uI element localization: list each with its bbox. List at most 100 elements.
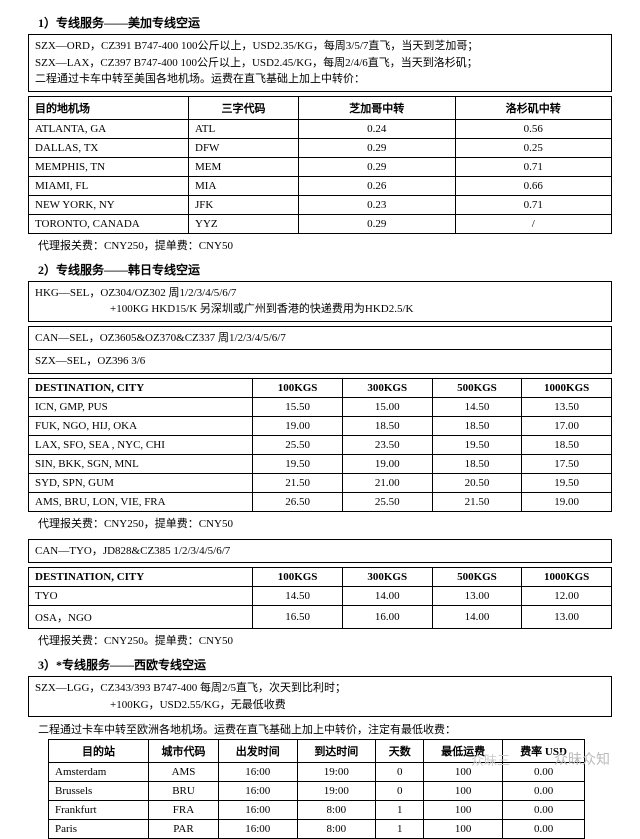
table-header: 1000KGS bbox=[522, 378, 612, 397]
table-header: 出发时间 bbox=[219, 740, 298, 763]
table-cell: 8:00 bbox=[297, 820, 376, 839]
table-header: 目的地机场 bbox=[29, 96, 189, 119]
table-cell: 0.71 bbox=[455, 157, 612, 176]
table-cell: 18.50 bbox=[432, 416, 522, 435]
table-cell: 13.50 bbox=[522, 397, 612, 416]
table-cell: JFK bbox=[189, 195, 299, 214]
table-row: DALLAS, TXDFW0.290.25 bbox=[29, 138, 612, 157]
table-cell: 25.50 bbox=[253, 435, 343, 454]
table-cell: Brussels bbox=[49, 782, 149, 801]
table-cell: 8:00 bbox=[297, 801, 376, 820]
table-header: 天数 bbox=[376, 740, 424, 763]
table-header: 洛杉矶中转 bbox=[455, 96, 612, 119]
section1-title: 1）专线服务——美加专线空运 bbox=[38, 14, 612, 31]
table-cell: 16:00 bbox=[219, 763, 298, 782]
table-row: SIN, BKK, SGN, MNL19.5019.0018.5017.50 bbox=[29, 454, 612, 473]
table-cell: DALLAS, TX bbox=[29, 138, 189, 157]
info2-line1: CAN—SEL，OZ3605&OZ370&CZ337 周1/2/3/4/5/6/… bbox=[29, 327, 611, 350]
table-cell: 100 bbox=[424, 820, 503, 839]
section2-info1-box: HKG—SEL，OZ304/OZ302 周1/2/3/4/5/6/7 +100K… bbox=[28, 281, 612, 322]
table-row: AMS, BRU, LON, VIE, FRA26.5025.5021.5019… bbox=[29, 492, 612, 511]
table-cell: NEW YORK, NY bbox=[29, 195, 189, 214]
table-cell: 19.00 bbox=[253, 416, 343, 435]
table-cell: 0 bbox=[376, 782, 424, 801]
table-cell: OSA，NGO bbox=[29, 606, 253, 629]
table-row: ATLANTA, GAATL0.240.56 bbox=[29, 119, 612, 138]
info3-line1: SZX—LGG，CZ343/393 B747-400 每周2/5直飞，次天到比利… bbox=[35, 680, 605, 697]
table-header: 城市代码 bbox=[149, 740, 219, 763]
table-cell: BRU bbox=[149, 782, 219, 801]
table-header: 目的站 bbox=[49, 740, 149, 763]
table-cell: ICN, GMP, PUS bbox=[29, 397, 253, 416]
table-cell: 18.50 bbox=[432, 454, 522, 473]
table-row: TORONTO, CANADAYYZ0.29/ bbox=[29, 214, 612, 233]
table-cell: AMS bbox=[149, 763, 219, 782]
section1-info-box: SZX—ORD，CZ391 B747-400 100公斤以上，USD2.35/K… bbox=[28, 34, 612, 92]
section3-line2: 二程通过卡车中转至欧洲各地机场。运费在直飞基础上加上中转价，注定有最低收费： bbox=[38, 721, 612, 737]
table-cell: 100 bbox=[424, 782, 503, 801]
table-cell: PAR bbox=[149, 820, 219, 839]
table-cell: 16:00 bbox=[219, 782, 298, 801]
table-header: 500KGS bbox=[432, 568, 522, 587]
table-header: 100KGS bbox=[253, 568, 343, 587]
table-row: NEW YORK, NYJFK0.230.71 bbox=[29, 195, 612, 214]
table-row: LAX, SFO, SEA , NYC, CHI25.5023.5019.501… bbox=[29, 435, 612, 454]
table-header: 300KGS bbox=[342, 378, 432, 397]
table-cell: MEM bbox=[189, 157, 299, 176]
table-header: DESTINATION, CITY bbox=[29, 568, 253, 587]
section2-note2: 代理报关费：CNY250，提单费：CNY50 bbox=[38, 515, 612, 531]
table-cell: 21.00 bbox=[342, 473, 432, 492]
table-cell: 14.50 bbox=[432, 397, 522, 416]
table-row: MEMPHIS, TNMEM0.290.71 bbox=[29, 157, 612, 176]
table-cell: 0.00 bbox=[502, 820, 584, 839]
section3-title: 3）*专线服务——西欧专线空运 bbox=[38, 656, 612, 673]
table-cell: 0.29 bbox=[299, 138, 456, 157]
table-cell: 13.00 bbox=[522, 606, 612, 629]
table-cell: 14.00 bbox=[432, 606, 522, 629]
table-cell: YYZ bbox=[189, 214, 299, 233]
table-cell: 19:00 bbox=[297, 763, 376, 782]
table-cell: 16.50 bbox=[253, 606, 343, 629]
table-cell: 1 bbox=[376, 801, 424, 820]
table-cell: Amsterdam bbox=[49, 763, 149, 782]
table-cell: 26.50 bbox=[253, 492, 343, 511]
table-cell: 0.00 bbox=[502, 782, 584, 801]
table-cell: ATLANTA, GA bbox=[29, 119, 189, 138]
table-header: 100KGS bbox=[253, 378, 343, 397]
table-cell: 14.00 bbox=[342, 587, 432, 606]
section1-note: 代理报关费：CNY250，提单费：CNY50 bbox=[38, 237, 612, 253]
table-cell: 0.66 bbox=[455, 176, 612, 195]
table-cell: 18.50 bbox=[522, 435, 612, 454]
section2-table1: DESTINATION, CITY100KGS300KGS500KGS1000K… bbox=[28, 378, 612, 512]
table-row: TYO14.5014.0013.0012.00 bbox=[29, 587, 612, 606]
table-cell: 19.50 bbox=[522, 473, 612, 492]
table-row: SYD, SPN, GUM21.5021.0020.5019.50 bbox=[29, 473, 612, 492]
info2-line2: SZX—SEL，OZ396 3/6 bbox=[29, 349, 611, 373]
table-cell: 19:00 bbox=[297, 782, 376, 801]
table-cell: 15.00 bbox=[342, 397, 432, 416]
info3-line2: +100KG，USD2.55/KG，无最低收费 bbox=[110, 697, 605, 714]
table-cell: 21.50 bbox=[253, 473, 343, 492]
table-cell: 0.29 bbox=[299, 214, 456, 233]
section1-table: 目的地机场三字代码芝加哥中转洛杉矶中转 ATLANTA, GAATL0.240.… bbox=[28, 96, 612, 234]
table-header: 500KGS bbox=[432, 378, 522, 397]
table-cell: 0.24 bbox=[299, 119, 456, 138]
table-cell: 17.50 bbox=[522, 454, 612, 473]
table-cell: 0.25 bbox=[455, 138, 612, 157]
table-cell: SIN, BKK, SGN, MNL bbox=[29, 454, 253, 473]
table-cell: 19.00 bbox=[522, 492, 612, 511]
table-cell: MEMPHIS, TN bbox=[29, 157, 189, 176]
table-cell: 20.50 bbox=[432, 473, 522, 492]
table-cell: 14.50 bbox=[253, 587, 343, 606]
table-row: FrankfurtFRA16:008:0011000.00 bbox=[49, 801, 585, 820]
table-cell: Frankfurt bbox=[49, 801, 149, 820]
table-cell: 0 bbox=[376, 763, 424, 782]
table-cell: SYD, SPN, GUM bbox=[29, 473, 253, 492]
table-cell: 0.00 bbox=[502, 801, 584, 820]
table-cell: MIAMI, FL bbox=[29, 176, 189, 195]
table-cell: 100 bbox=[424, 801, 503, 820]
table-cell: 19.50 bbox=[253, 454, 343, 473]
info1-line2: +100KG HKD15/K 另深圳或广州到香港的快递费用为HKD2.5/K bbox=[110, 301, 605, 318]
table-cell: FRA bbox=[149, 801, 219, 820]
table-cell: 12.00 bbox=[522, 587, 612, 606]
